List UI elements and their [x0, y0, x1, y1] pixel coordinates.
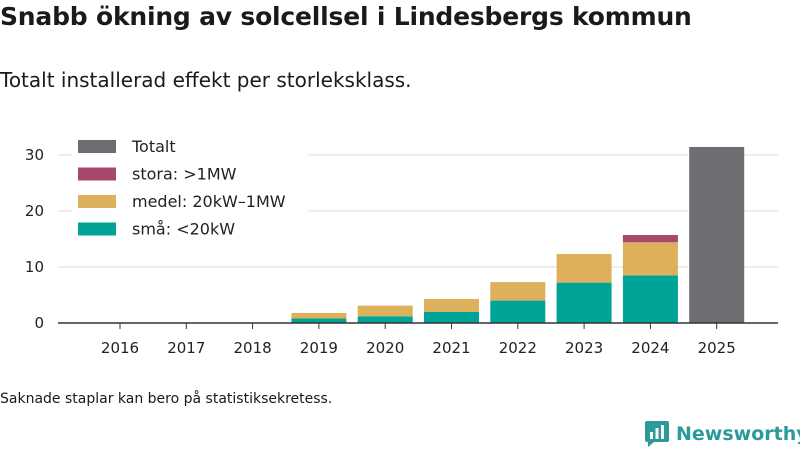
legend-label-totalt: Totalt	[131, 137, 176, 156]
bar-medel-2024	[622, 242, 678, 276]
legend-swatch-totalt	[78, 140, 116, 153]
bar-sma-2021	[424, 311, 479, 323]
legend-label-medel: medel: 20kW–1MW	[132, 192, 286, 211]
x-tick-label: 2019	[300, 339, 338, 357]
bar-sma-2023	[556, 282, 612, 323]
x-tick-label: 2016	[101, 339, 139, 357]
y-tick-label: 10	[25, 258, 44, 276]
bar-sma-2019	[291, 318, 347, 323]
bar-totalt-2025	[689, 146, 745, 323]
x-tick-label: 2022	[499, 339, 537, 357]
bar-medel-2021	[424, 298, 479, 312]
legend-swatch-stora	[78, 167, 116, 181]
bar-medel-2019	[291, 312, 347, 319]
legend-swatch-sma	[78, 222, 116, 236]
y-tick-label: 30	[25, 146, 44, 164]
x-tick-label: 2023	[565, 339, 603, 357]
bar-medel-2023	[556, 254, 612, 283]
bar-medel-2020	[357, 305, 413, 317]
brand-name: Newsworthy	[676, 423, 800, 445]
bar-stora-2024	[622, 234, 678, 243]
y-tick-label: 0	[34, 314, 44, 332]
x-tick-label: 2017	[167, 339, 205, 357]
bar-sma-2022	[490, 300, 546, 323]
legend-label-sma: små: <20kW	[132, 220, 235, 239]
x-tick-label: 2020	[366, 339, 404, 357]
chart-title: Snabb ökning av solcellsel i Lindesbergs…	[0, 2, 692, 31]
chart-bubble-icon	[645, 421, 669, 447]
x-tick-label: 2024	[631, 339, 669, 357]
legend-swatch-medel	[78, 195, 116, 208]
bar-medel-2022	[490, 282, 546, 301]
y-tick-label: 20	[25, 202, 44, 220]
legend-label-stora: stora: >1MW	[132, 165, 237, 184]
bar-sma-2020	[357, 316, 413, 323]
newsworthy-logo: Newsworthy	[644, 420, 800, 448]
chart-subtitle: Totalt installerad effekt per storlekskl…	[0, 68, 412, 92]
footnote: Saknade staplar kan bero på statistiksek…	[0, 391, 333, 407]
x-tick-label: 2021	[432, 339, 470, 357]
bar-sma-2024	[622, 275, 678, 323]
x-tick-label: 2018	[234, 339, 272, 357]
bar-chart: 0 10 20 30 2016 2017 2018 2019 2020 2021 2022 2023 2…	[24, 137, 778, 357]
x-tick-label: 2025	[698, 339, 736, 357]
